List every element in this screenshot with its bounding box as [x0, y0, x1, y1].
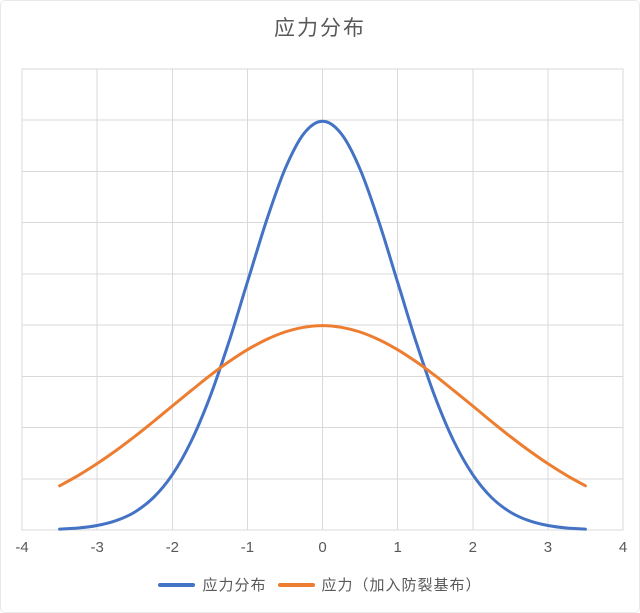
legend: 应力分布 应力（加入防裂基布）: [1, 574, 639, 595]
series-line-1: [58, 324, 587, 488]
series-line-0: [58, 119, 587, 531]
legend-label-stress-reinforced: 应力（加入防裂基布）: [321, 577, 482, 594]
legend-line-swatch-orange: [277, 582, 315, 587]
legend-label-stress: 应力分布: [202, 577, 267, 594]
legend-line-swatch-blue: [158, 582, 196, 587]
legend-item-stress-reinforced: 应力（加入防裂基布）: [277, 574, 482, 595]
plot-border: [21, 68, 624, 531]
legend-item-stress: 应力分布: [158, 574, 266, 595]
